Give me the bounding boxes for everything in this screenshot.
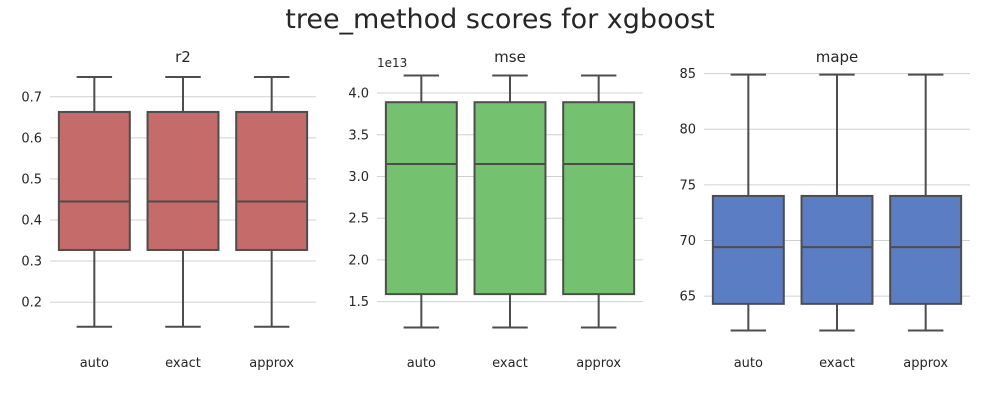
x-tick-label: approx: [903, 356, 948, 371]
x-tick-label: exact: [165, 356, 201, 371]
y-tick-label: 80: [679, 123, 696, 138]
x-tick-label: auto: [734, 356, 763, 371]
box-body: [889, 194, 963, 305]
box-body: [235, 110, 309, 251]
y-tick-label: 85: [679, 67, 696, 82]
y-tick-label: 0.4: [21, 213, 42, 228]
y-tick-label: 0.6: [21, 131, 42, 146]
box-body: [146, 110, 220, 251]
box-body: [384, 101, 458, 296]
subplot-title: mape: [816, 48, 859, 66]
y-tick-label: 2.0: [348, 253, 369, 268]
box-body: [473, 101, 547, 296]
box-exact: [146, 76, 220, 328]
box-body: [562, 101, 636, 296]
y-tick-label: 4.0: [348, 87, 369, 102]
y-tick-label: 75: [679, 178, 696, 193]
x-tick-label: auto: [407, 356, 436, 371]
y-tick-label: 0.3: [21, 255, 42, 270]
figure-title: tree_method scores for xgboost: [285, 4, 715, 35]
x-tick-label: approx: [249, 356, 294, 371]
box-auto: [711, 73, 785, 332]
y-tick-label: 0.2: [21, 296, 42, 311]
y-tick-label: 3.0: [348, 170, 369, 185]
box-body: [711, 194, 785, 305]
box-approx: [562, 74, 636, 329]
x-tick-label: approx: [576, 356, 621, 371]
subplot-title: r2: [175, 48, 191, 66]
subplot-0: 0.2 0.3 0.4 0.5 0.6 0.7 r2 auto exact approx: [21, 48, 316, 371]
y-tick-label: 65: [679, 290, 696, 305]
box-exact: [800, 73, 874, 332]
box-exact: [473, 74, 547, 329]
y-tick-label: 2.5: [348, 212, 369, 227]
box-body: [800, 194, 874, 305]
box-approx: [235, 76, 309, 328]
y-tick-label: 70: [679, 234, 696, 249]
y-tick-label: 0.7: [21, 90, 42, 105]
box-auto: [384, 74, 458, 329]
box-body: [57, 110, 131, 251]
y-tick-label: 0.5: [21, 172, 42, 187]
y-tick-label: 3.5: [348, 128, 369, 143]
box-auto: [57, 76, 131, 328]
y-tick-label: 1.5: [348, 295, 369, 310]
x-tick-label: exact: [492, 356, 528, 371]
axis-offset-label: 1e13: [377, 56, 407, 70]
subplot-title: mse: [494, 48, 526, 66]
box-approx: [889, 73, 963, 332]
subplot-1: 1.5 2.0 2.5 3.0 3.5 4.0 mse 1e13 auto exact approx: [348, 48, 643, 371]
x-tick-label: auto: [80, 356, 109, 371]
x-tick-label: exact: [819, 356, 855, 371]
subplot-2: 65 70 75 80 85 mape auto exact approx: [679, 48, 970, 371]
